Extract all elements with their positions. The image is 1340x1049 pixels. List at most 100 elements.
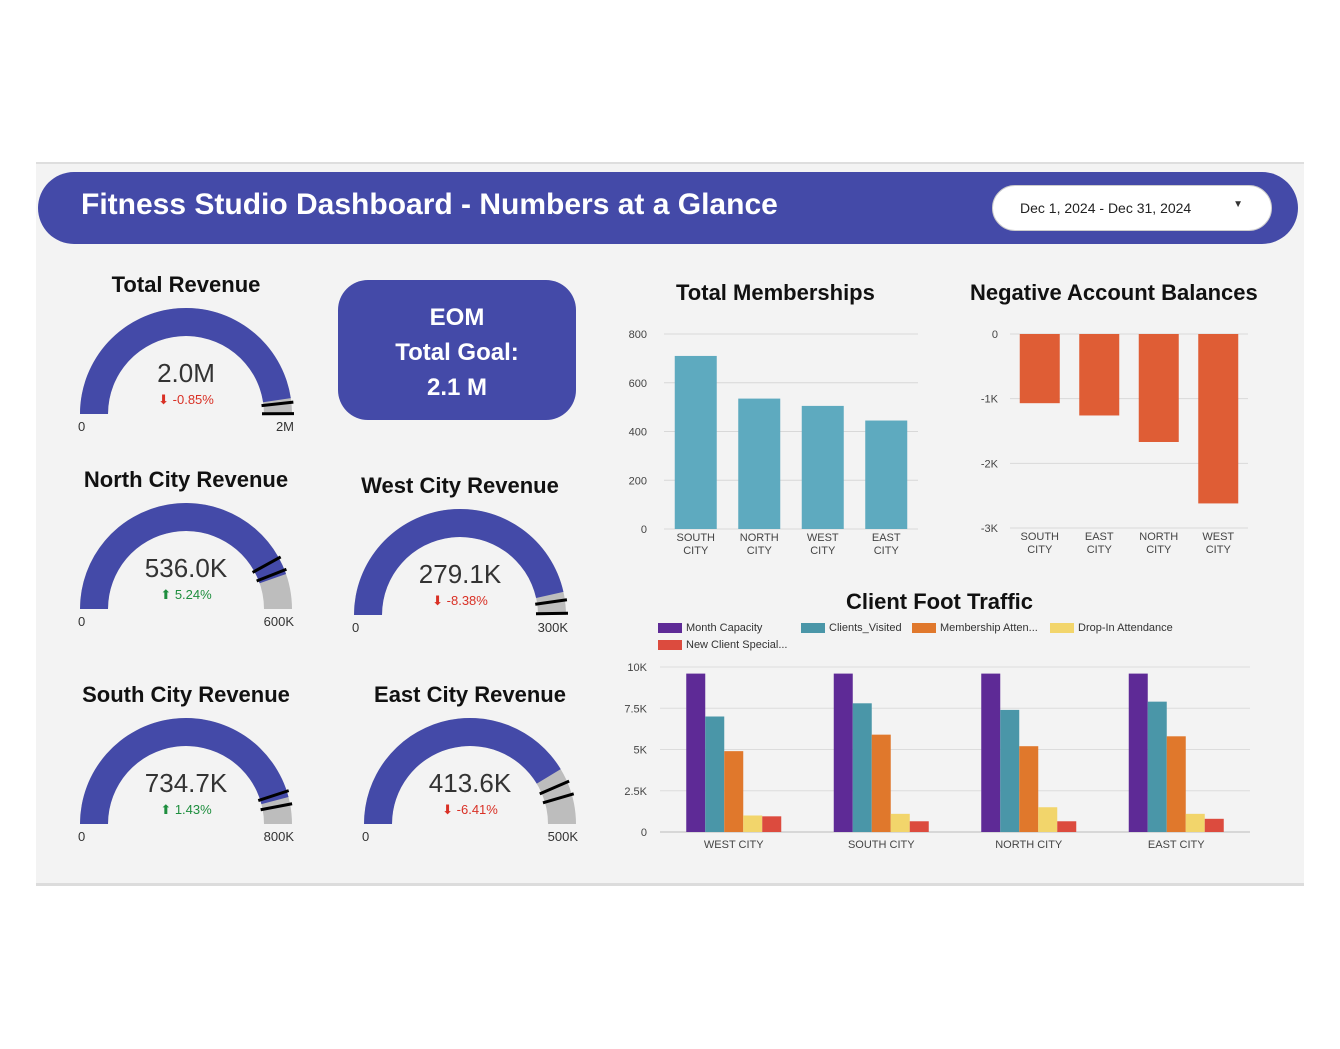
bar bbox=[1000, 709, 1020, 832]
legend-item[interactable]: Membership Atten... bbox=[912, 622, 1038, 634]
y-tick-label: 0 bbox=[641, 827, 647, 839]
gauge-max-label: 300K bbox=[537, 620, 568, 635]
bar bbox=[674, 355, 717, 529]
gauge-arc bbox=[80, 307, 295, 416]
y-tick-label: -2K bbox=[981, 458, 999, 470]
x-tick-label: CITY bbox=[810, 545, 836, 557]
date-range-label: Dec 1, 2024 - Dec 31, 2024 bbox=[1020, 200, 1192, 216]
eom-label: EOM bbox=[429, 304, 485, 331]
x-tick-label: CITY bbox=[1087, 544, 1113, 556]
foot-traffic-chart: 0 2.5K 5K 7.5K 10K WEST CITY SOUTH CITY NORTH C… bbox=[624, 662, 1250, 851]
gauge-min-label: 0 bbox=[78, 419, 86, 434]
bar bbox=[1019, 334, 1060, 404]
bar bbox=[865, 420, 908, 529]
y-tick-label: 7.5K bbox=[624, 703, 647, 715]
x-tick-label: SOUTH CITY bbox=[848, 839, 915, 851]
legend-item[interactable]: New Client Special... bbox=[658, 639, 788, 651]
y-tick-label: 5K bbox=[634, 745, 648, 757]
y-tick-label: 800 bbox=[629, 329, 647, 341]
gauge-max-label: 800K bbox=[263, 829, 294, 844]
x-tick-label: CITY bbox=[683, 545, 709, 557]
memberships-chart: 0200400600800SOUTHCITYNORTHCITYWESTCITYE… bbox=[629, 329, 918, 557]
gauge-min-label: 0 bbox=[362, 829, 370, 844]
legend-item[interactable]: Month Capacity bbox=[658, 622, 762, 634]
gauge-title: Total Revenue bbox=[111, 272, 261, 297]
gauge-target-marker bbox=[256, 567, 287, 583]
x-tick-label: NORTH bbox=[740, 532, 779, 544]
gauge-delta: ⬇ -0.85% bbox=[158, 392, 214, 407]
gauge-value: 413.6K bbox=[428, 768, 512, 798]
gauge-fill bbox=[80, 307, 291, 414]
x-tick-label: CITY bbox=[1027, 544, 1053, 556]
bar bbox=[909, 821, 929, 832]
bar bbox=[1038, 807, 1058, 832]
gauge-delta: ⬆ 1.43% bbox=[160, 802, 212, 817]
bar bbox=[705, 716, 725, 832]
bar bbox=[1198, 334, 1239, 504]
legend-label: New Client Special... bbox=[686, 639, 788, 651]
gauge-fill bbox=[80, 717, 289, 824]
gauge-arc bbox=[364, 718, 576, 824]
gauge-fill bbox=[354, 509, 564, 615]
bar bbox=[762, 816, 782, 832]
gauge-arc bbox=[354, 509, 569, 616]
legend-swatch bbox=[912, 623, 936, 633]
y-tick-label: 0 bbox=[992, 329, 998, 341]
x-tick-label: WEST bbox=[807, 532, 839, 544]
date-range-picker[interactable]: Dec 1, 2024 - Dec 31, 2024 ▼ bbox=[992, 185, 1272, 231]
y-tick-label: -1K bbox=[981, 394, 999, 406]
bar bbox=[738, 398, 781, 529]
eom-goal-label: Total Goal: bbox=[395, 339, 519, 366]
bar bbox=[743, 815, 763, 832]
gauge-fill bbox=[80, 502, 287, 609]
legend-item[interactable]: Clients_Visited bbox=[801, 622, 902, 634]
eom-goal-value: 2.1 M bbox=[426, 374, 488, 401]
bar bbox=[1019, 746, 1039, 832]
y-tick-label: 600 bbox=[629, 378, 647, 390]
caret-down-icon[interactable]: ▼ bbox=[1233, 199, 1243, 210]
gauge-title: North City Revenue bbox=[83, 467, 289, 492]
legend-label: Month Capacity bbox=[686, 622, 763, 634]
foot-traffic-legend: Month Capacity Clients_Visited Membership … bbox=[658, 622, 1218, 656]
gauge-target-marker bbox=[539, 779, 570, 796]
gauge-east-city-revenue: East City Revenue 413.6K ⬇ -6.41% 0 500K bbox=[350, 682, 590, 882]
gauge-target-marker bbox=[261, 400, 294, 408]
legend-swatch bbox=[658, 640, 682, 650]
x-tick-label: EAST CITY bbox=[1148, 839, 1205, 851]
gauge-title: West City Revenue bbox=[361, 473, 559, 498]
gauge-north-city-revenue: North City Revenue 536.0K ⬆ 5.24% 0 600K bbox=[66, 467, 306, 667]
x-tick-label: CITY bbox=[874, 545, 900, 557]
x-tick-label: SOUTH bbox=[1021, 531, 1060, 543]
gauge-arc bbox=[80, 717, 293, 824]
bar bbox=[724, 751, 744, 832]
gauge-target-marker bbox=[251, 555, 282, 574]
gauge-value: 2.0M bbox=[157, 358, 215, 388]
x-tick-label: CITY bbox=[1146, 544, 1172, 556]
x-tick-label: NORTH bbox=[1139, 531, 1178, 543]
y-tick-label: -3K bbox=[981, 523, 999, 535]
y-tick-label: 200 bbox=[629, 475, 647, 487]
legend-item[interactable]: Drop-In Attendance bbox=[1050, 622, 1173, 634]
bar bbox=[852, 703, 872, 832]
x-tick-label: EAST bbox=[872, 532, 901, 544]
x-tick-label: WEST CITY bbox=[704, 839, 764, 851]
legend-swatch bbox=[1050, 623, 1074, 633]
gauge-value: 536.0K bbox=[144, 553, 228, 583]
gauge-target-marker bbox=[257, 789, 290, 802]
bar bbox=[686, 673, 706, 832]
gauge-min-label: 0 bbox=[78, 614, 86, 629]
legend-swatch bbox=[801, 623, 825, 633]
header-bar: Fitness Studio Dashboard - Numbers at a … bbox=[38, 172, 1298, 244]
gauge-delta: ⬇ -6.41% bbox=[442, 802, 498, 817]
bar bbox=[1138, 334, 1179, 442]
negative-balances-chart: 0-1K-2K-3KSOUTHCITYEASTCITYNORTHCITYWEST… bbox=[981, 329, 1248, 556]
x-tick-label: WEST bbox=[1202, 531, 1234, 543]
legend-label: Drop-In Attendance bbox=[1078, 622, 1173, 634]
bar bbox=[1185, 813, 1205, 832]
y-tick-label: 10K bbox=[627, 662, 647, 674]
x-tick-label: CITY bbox=[1206, 544, 1232, 556]
gauge-min-label: 0 bbox=[78, 829, 86, 844]
gauge-target-marker bbox=[260, 802, 293, 812]
gauge-value: 734.7K bbox=[144, 768, 228, 798]
gauge-delta: ⬇ -8.38% bbox=[432, 593, 488, 608]
